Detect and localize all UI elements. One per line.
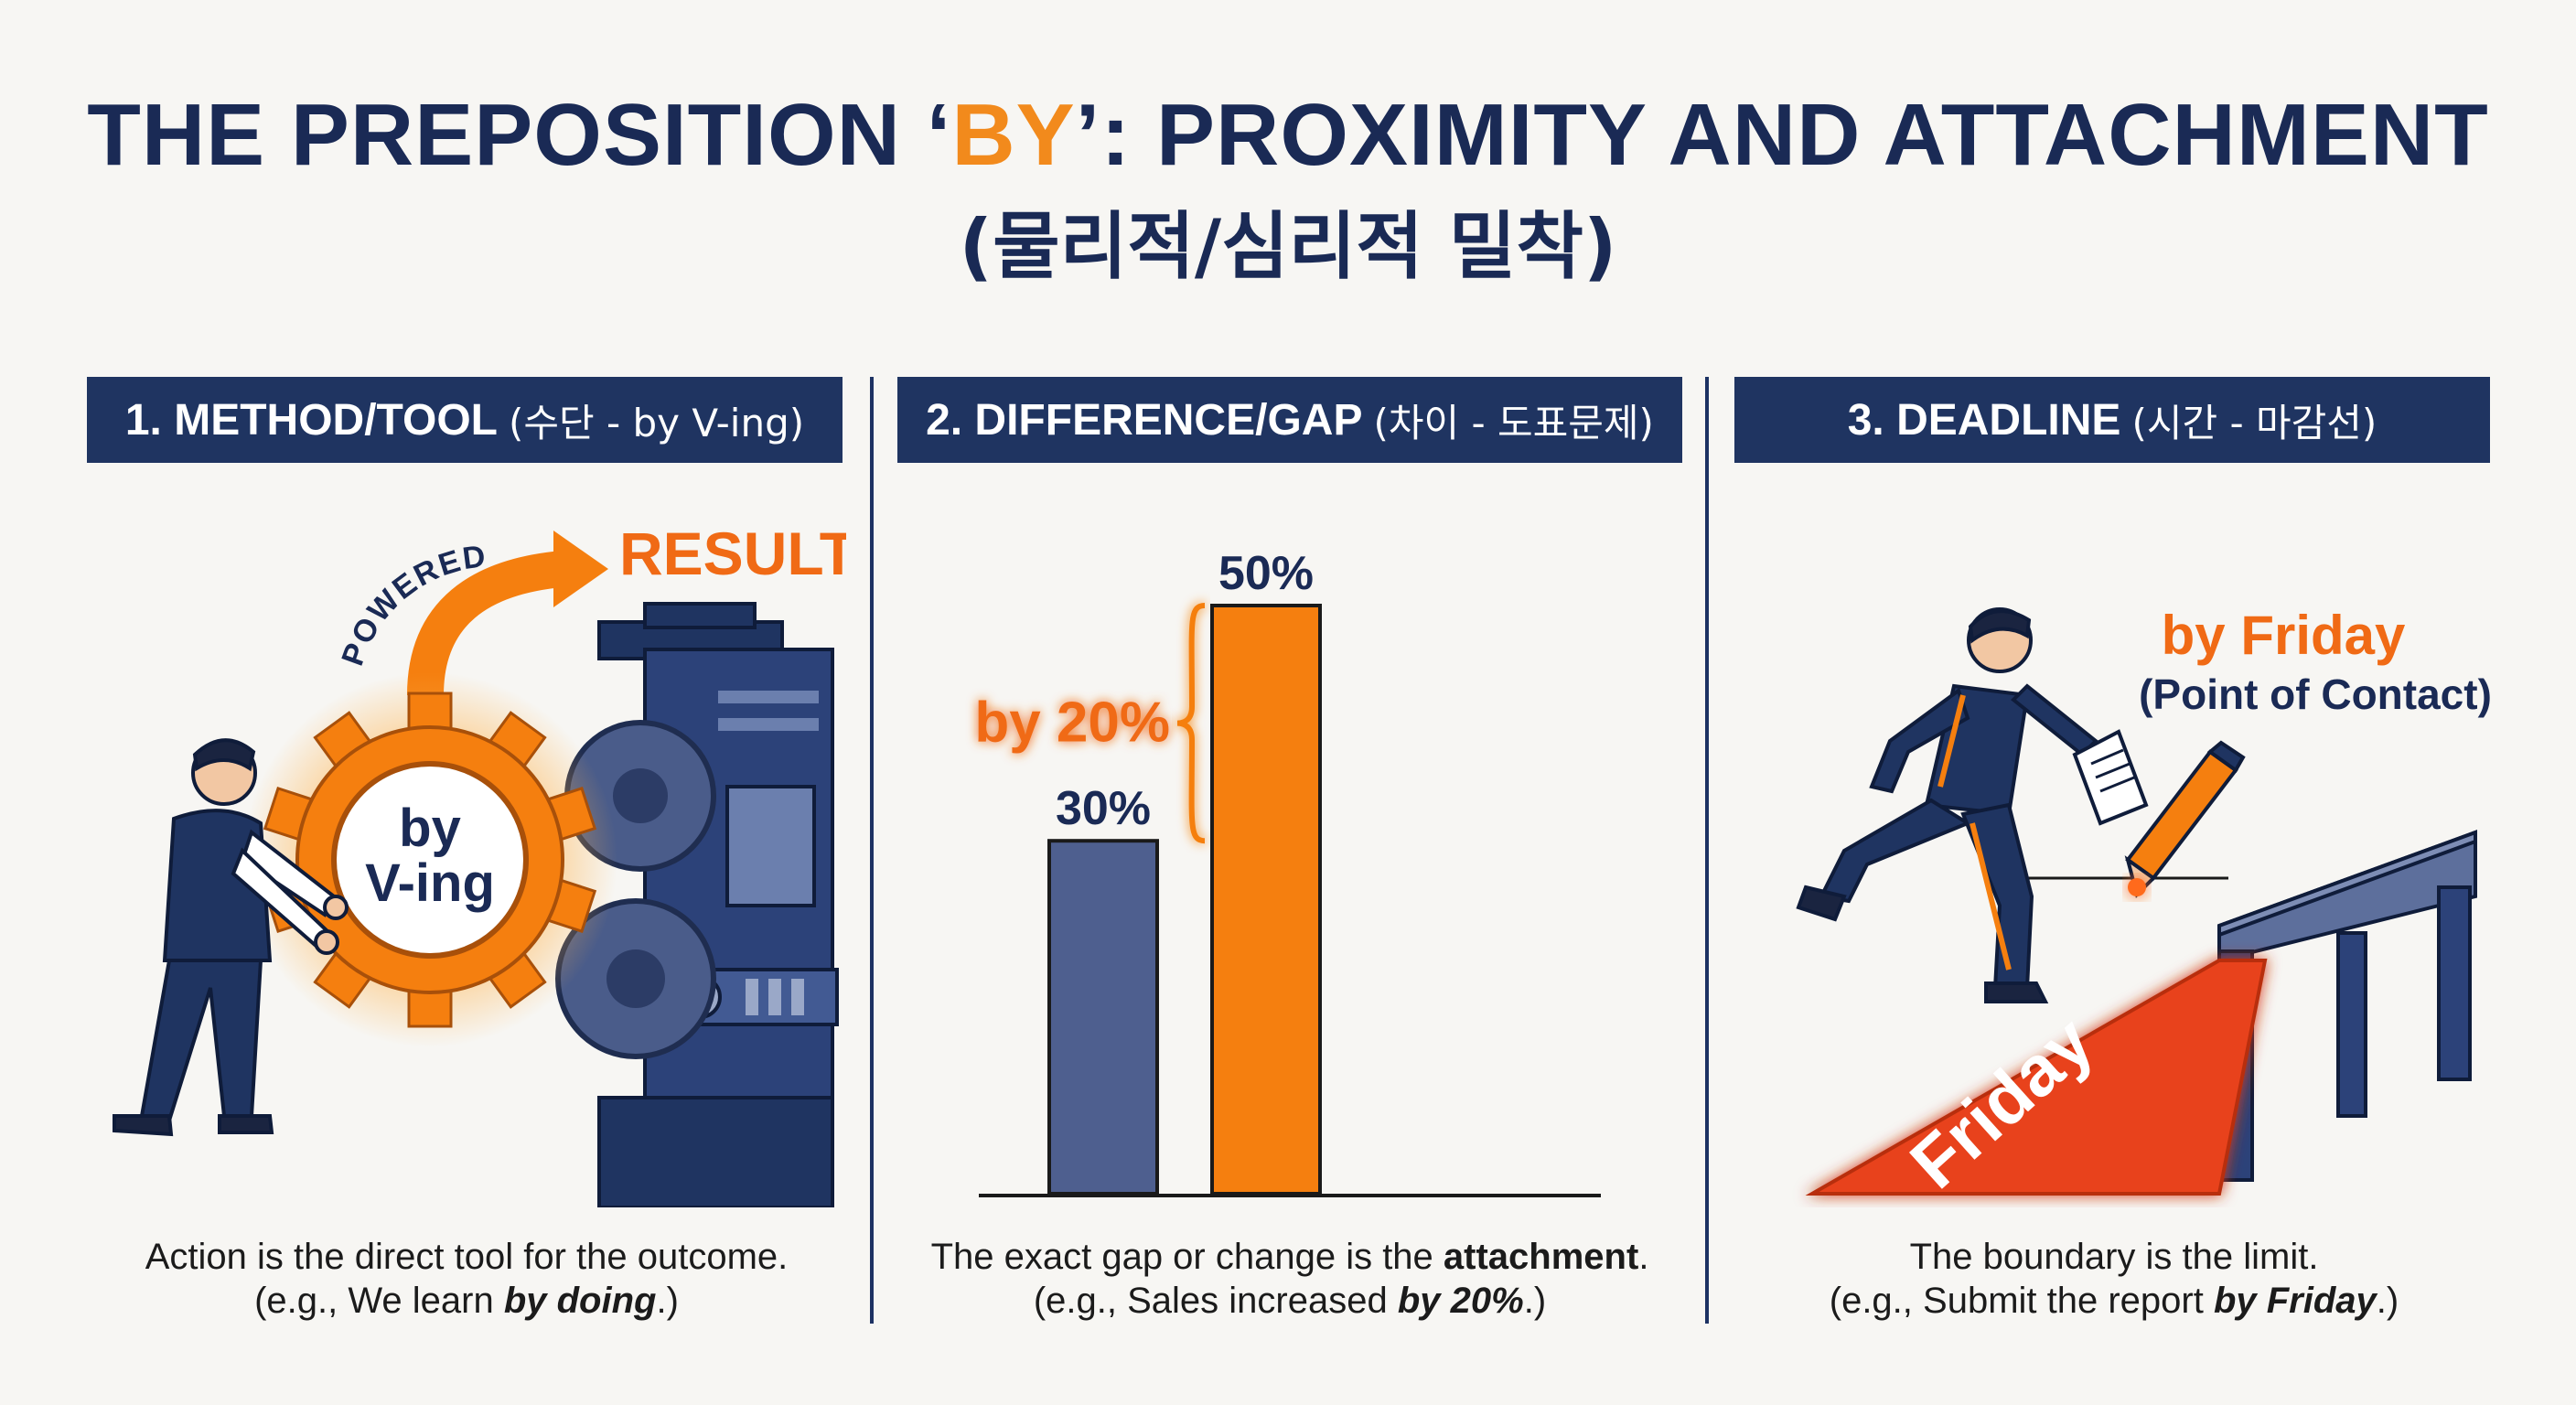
panel-divider [870,377,874,1324]
example-emphasis: by Friday [2213,1281,2377,1321]
example-text: .) [2376,1281,2399,1321]
chart-bar [1047,839,1159,1196]
panel-2-caption-text: The exact gap or change is the attachmen… [901,1235,1679,1279]
chart-data-label: 50% [1218,547,1314,600]
difference-chart: 30% 50% by 20% [974,547,1601,1197]
caption-text: . [1638,1237,1649,1277]
method-illustration: POWERED BY RESULT by V-ing [87,512,846,1207]
title-accent: BY [951,86,1076,184]
caption-text: The exact gap or change is the [930,1237,1444,1277]
panel-2-example: (e.g., Sales increased by 20%.) [901,1279,1679,1323]
person-pushing-icon [113,738,349,1137]
example-text: .) [1523,1281,1547,1321]
chart-bar [1210,604,1322,1196]
panel-1-caption: Action is the direct tool for the outcom… [87,1235,846,1323]
friday-carpet-icon [1805,959,2268,1196]
panel-3-example: (e.g., Submit the report by Friday.) [1734,1279,2494,1323]
page-subtitle: (물리적/심리적 밀착) [959,204,1617,289]
panel-1-example: (e.g., We learn by doing.) [87,1279,846,1323]
gear-icon [263,692,597,1028]
page-title: THE PREPOSITION ‘BY’: PROXIMITY AND ATTA… [0,91,2576,179]
title-part1: THE PREPOSITION ‘ [87,86,952,184]
chart-bars: 30% 50% [1047,547,1322,1196]
table-icon [2217,830,2477,1182]
deadline-illustration: Friday by Friday (Point of Contact) [1796,605,2492,1204]
gear-label-line2: V-ing [365,853,495,913]
panel-1-header: 1. METHOD/TOOL (수단 - by V-ing) [87,377,843,463]
panel-3-header: 3. DEADLINE (시간 - 마감선) [1734,377,2490,463]
powered-by-arrow-icon [407,531,608,696]
panel-2-header: 2. DIFFERENCE/GAP (차이 - 도표문제) [897,377,1682,463]
panel-1-caption-text: Action is the direct tool for the outcom… [145,1237,789,1277]
pencil-icon [2124,740,2246,898]
example-text: .) [656,1281,679,1321]
panel-3-heading-ko: (시간 - 마감선) [2131,400,2377,445]
gap-brace-icon [1176,603,1206,844]
panel-2-heading: 2. DIFFERENCE/GAP [926,395,1363,445]
example-text: (e.g., Sales increased [1033,1281,1398,1321]
result-label: RESULT [619,520,846,587]
callout-line2: (Point of Contact) [2139,670,2492,718]
panel-2-heading-ko: (차이 - 도표문제) [1373,400,1654,445]
caption-emphasis: attachment [1443,1237,1639,1277]
callout-line1: by Friday [2162,605,2406,666]
panel-2-caption: The exact gap or change is the attachmen… [901,1235,1679,1323]
example-emphasis: by doing [503,1281,657,1321]
running-person-icon [1796,607,2149,1003]
gap-label: by 20% [974,692,1170,755]
panel-3-caption: The boundary is the limit. (e.g., Submit… [1734,1235,2494,1323]
panel-divider [1705,377,1709,1324]
panel-3-heading: 3. DEADLINE [1847,395,2121,445]
gear-label-line1: by [399,799,461,858]
title-part2: ’: PROXIMITY AND ATTACHMENT [1075,86,2489,184]
panel-1-heading: 1. METHOD/TOOL [124,395,498,445]
example-text: (e.g., Submit the report [1829,1281,2214,1321]
panel-1-heading-ko: (수단 - by V-ing) [508,400,805,445]
panel-3-caption-text: The boundary is the limit. [1909,1237,2319,1277]
example-emphasis: by 20% [1397,1281,1524,1321]
chart-data-label: 30% [1056,782,1151,835]
example-text: (e.g., We learn [254,1281,504,1321]
